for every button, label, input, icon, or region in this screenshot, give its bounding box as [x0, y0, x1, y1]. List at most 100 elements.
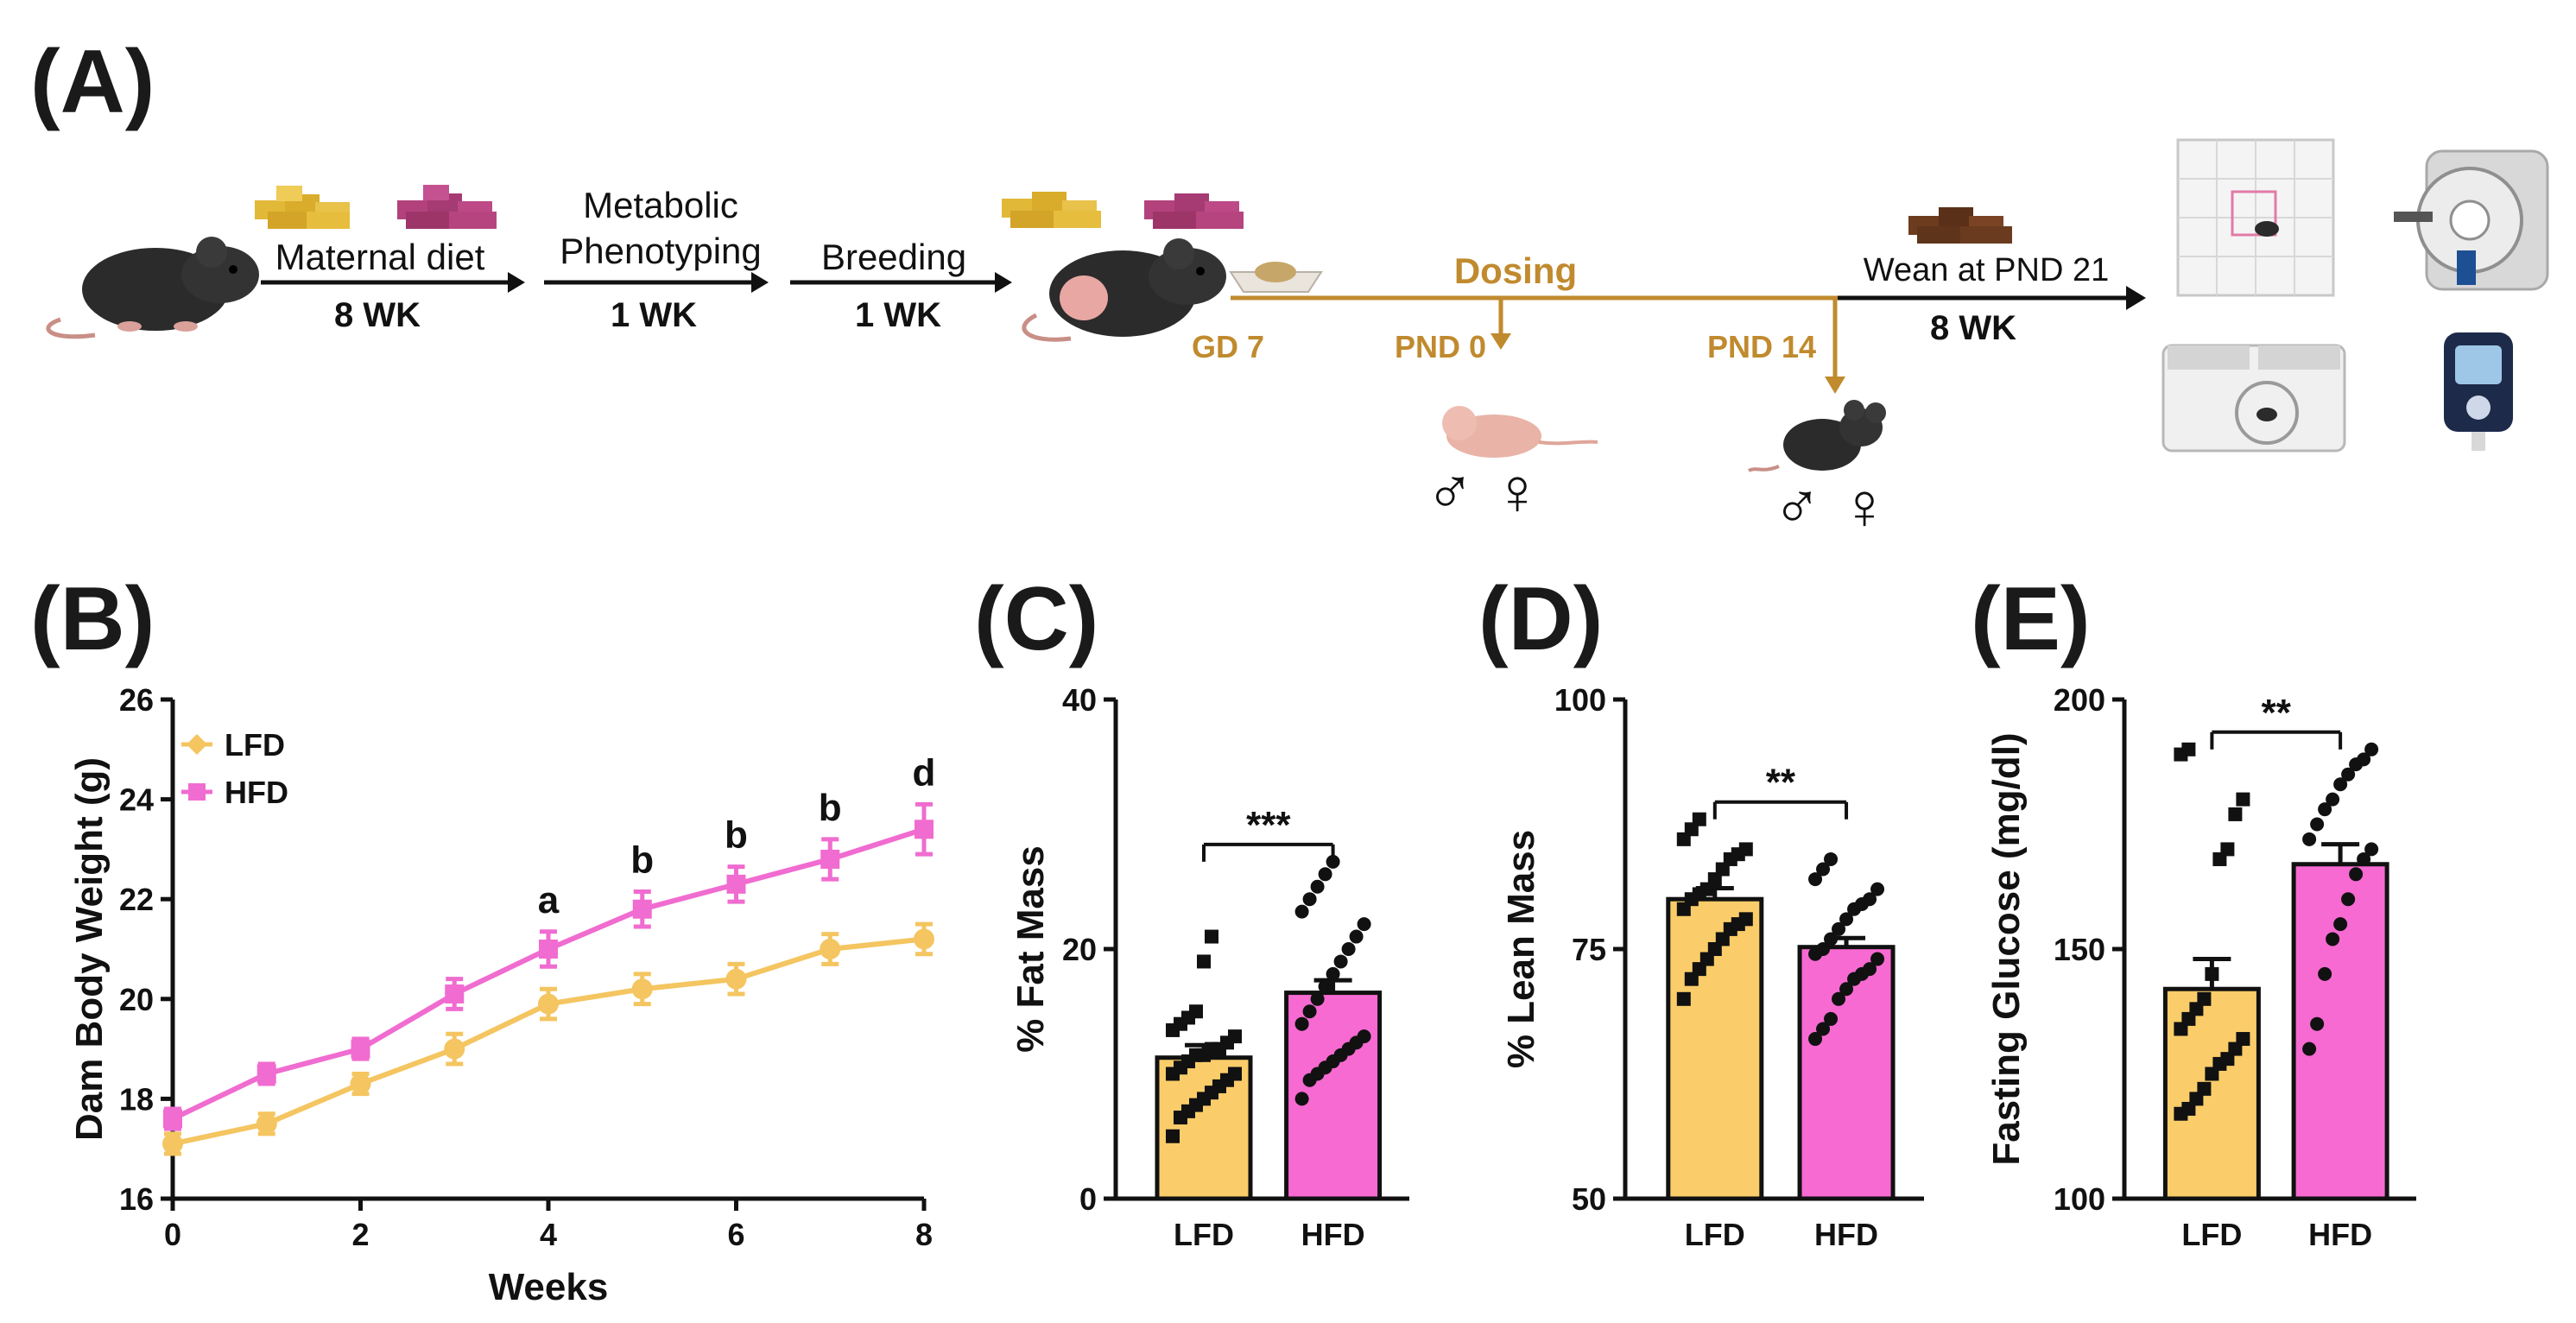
data-point [1738, 912, 1753, 927]
y-tick-label: 0 [1079, 1181, 1097, 1217]
running-wheel-cage-icon [2161, 344, 2346, 453]
data-point [2236, 1032, 2250, 1047]
breeding-label: Breeding [821, 237, 966, 277]
data-point [2318, 802, 2332, 817]
data-point-hfd [351, 1039, 370, 1059]
wean-duration: 8 WK [1930, 309, 2016, 347]
significance-stars: ** [1766, 762, 1796, 804]
data-point [2326, 932, 2340, 946]
data-point [1870, 952, 1885, 966]
data-point [2310, 817, 2325, 832]
data-point [1333, 954, 1348, 969]
data-point [2302, 1041, 2317, 1056]
hfd-chow-icon [397, 185, 497, 229]
data-point-lfd [444, 1038, 465, 1060]
data-point [1302, 1004, 1317, 1019]
y-tick-label: 18 [119, 1081, 154, 1117]
data-point [2333, 917, 2348, 932]
significance-letter: b [725, 814, 748, 857]
fat-mass-bar-chart: 0 20 40 % Fat Mass LFD HFD *** [1010, 682, 1409, 1252]
data-point [1294, 1016, 1309, 1031]
lfd-chow-icon-2 [1002, 192, 1101, 228]
data-point [1341, 942, 1356, 956]
pnd0-sex-symbols: ♂ ♀ [1425, 455, 1541, 529]
fasting-glucose-bar-chart: 100 150 200 Fasting Glucose (mg/dl) LFD HFD ** [1985, 682, 2416, 1252]
data-point [1816, 1022, 1831, 1036]
y-tick-label: 100 [1554, 682, 1606, 718]
x-tick-label: HFD [2308, 1217, 2372, 1252]
x-tick-label: 6 [727, 1217, 744, 1252]
x-tick-label: 2 [351, 1217, 369, 1252]
data-point [1166, 1129, 1180, 1143]
wean-label: Wean at PND 21 [1864, 252, 2109, 288]
data-point [1738, 842, 1753, 857]
data-point [1863, 892, 1877, 907]
data-point-hfd [256, 1064, 276, 1084]
data-point-lfd [820, 939, 841, 959]
data-point [2357, 752, 2371, 767]
dam-mouse-icon [46, 237, 259, 339]
data-point [2364, 842, 2379, 857]
maternal-duration: 8 WK [334, 296, 421, 334]
open-field-test-icon [2176, 138, 2335, 297]
pnd14-arrow [1825, 377, 1845, 394]
glucometer-icon [2444, 332, 2513, 451]
data-point [2181, 742, 2196, 756]
data-point [1294, 1092, 1309, 1106]
data-point [1808, 872, 1823, 887]
data-point [2197, 1081, 2212, 1096]
legend-label-hfd: HFD [225, 775, 288, 810]
panel-b-label: (B) [30, 569, 155, 669]
data-point [1676, 991, 1691, 1006]
data-point-hfd [632, 899, 652, 919]
data-point-hfd [445, 984, 465, 1004]
data-point-lfd [914, 928, 934, 950]
data-point [1310, 879, 1325, 894]
data-point [1816, 942, 1831, 956]
metabolic-label-line1: Metabolic [583, 185, 738, 225]
x-tick-label: 0 [164, 1217, 181, 1252]
y-tick-label: 20 [119, 982, 154, 1017]
significance-letter: d [913, 751, 936, 794]
x-tick-label: 4 [540, 1217, 557, 1252]
data-point-lfd [631, 978, 653, 1000]
x-axis-title: Weeks [489, 1266, 609, 1308]
data-point [1205, 929, 1218, 944]
panel-e: (E) 100 150 200 Fasting Glucose (mg/dl) LFD H… [1971, 569, 2416, 1252]
y-tick-label: 40 [1062, 682, 1097, 718]
data-point [1228, 1067, 1242, 1081]
data-point [1294, 904, 1309, 919]
panel-c: (C) 0 20 40 % Fat Mass LFD HFD *** [974, 569, 1409, 1252]
y-tick-label: 22 [119, 882, 154, 917]
data-point [2205, 966, 2219, 981]
data-point [1824, 932, 1839, 946]
pnd0-label: PND 0 [1395, 329, 1486, 364]
data-point [1824, 851, 1839, 866]
gd7-label: GD 7 [1192, 329, 1264, 364]
data-point [1318, 867, 1332, 882]
data-point [1808, 1032, 1823, 1047]
data-point [1302, 892, 1317, 907]
lfd-chow-icon [255, 186, 350, 229]
data-point [1349, 929, 1364, 944]
pnd14-label: PND 14 [1707, 329, 1816, 364]
x-tick-label: LFD [1174, 1217, 1234, 1252]
panel-d: (D) 50 75 100 % Lean Mass LFD HFD ** [1478, 569, 1924, 1252]
significance-stars: ** [2262, 692, 2292, 734]
data-point [2333, 777, 2348, 792]
data-point [1692, 812, 1706, 826]
panel-e-label: (E) [1971, 569, 2091, 669]
panel-a-label: (A) [30, 32, 155, 132]
maternal-diet-label: Maternal diet [275, 237, 485, 277]
y-tick-label: 26 [119, 682, 154, 718]
data-point [1839, 912, 1854, 927]
data-point [2349, 867, 2364, 882]
lean-mass-bar-chart: 50 75 100 % Lean Mass LFD HFD ** [1500, 682, 1924, 1252]
y-axis-title: % Fat Mass [1010, 845, 1052, 1053]
y-tick-label: 200 [2054, 682, 2105, 718]
y-axis-title: Dam Body Weight (g) [68, 757, 111, 1141]
data-point [1816, 862, 1831, 877]
data-point-hfd [820, 849, 840, 869]
